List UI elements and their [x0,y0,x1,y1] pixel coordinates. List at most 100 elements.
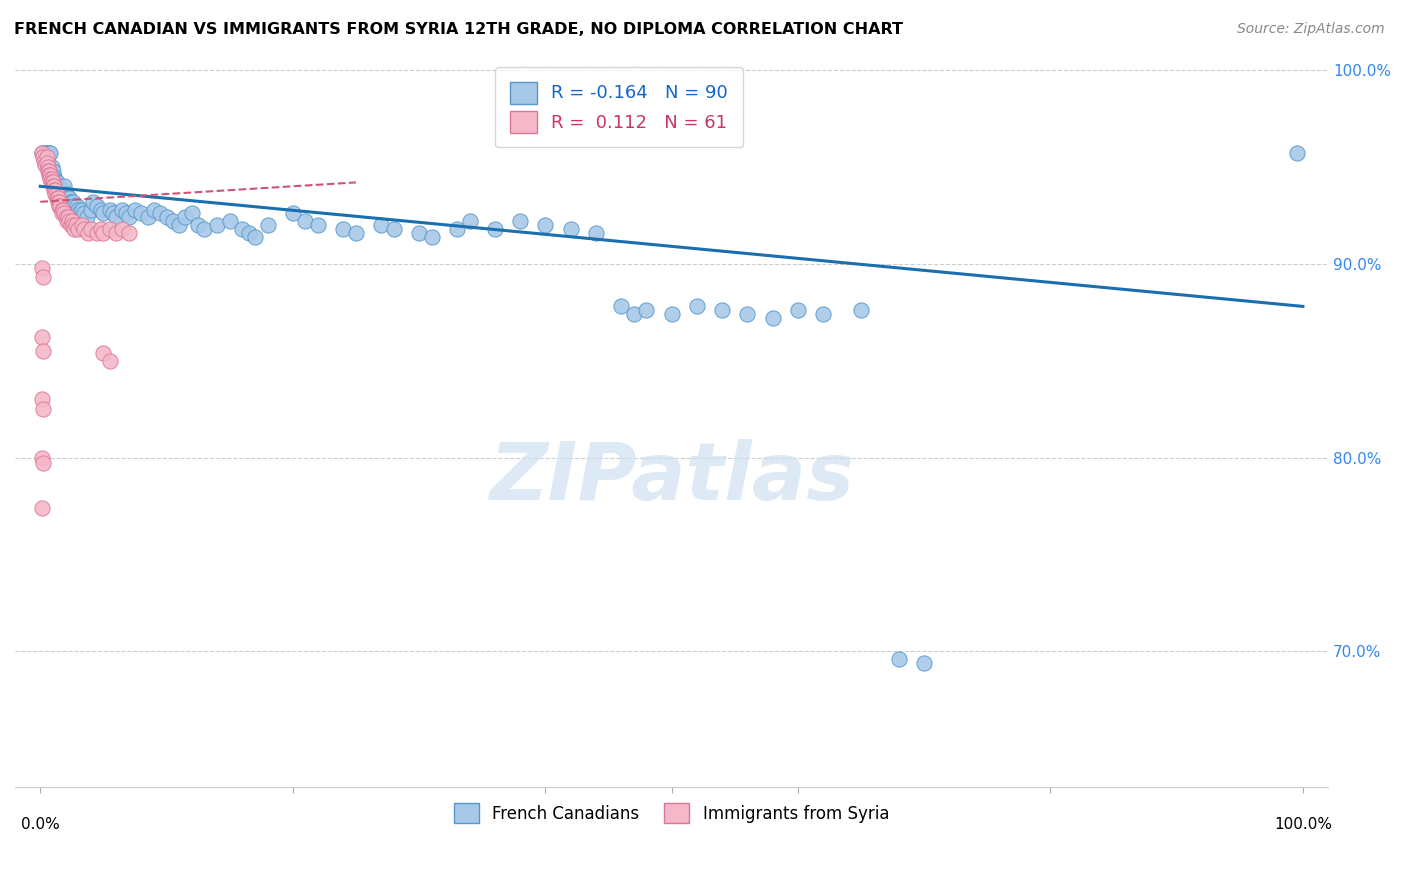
Point [60,199,83,213]
Point [238,226,260,240]
Point [65,218,87,232]
Point [661,307,683,321]
Point [90,222,112,236]
Point [52,183,75,197]
Point [382,222,405,236]
Point [59,194,82,209]
Point [55,187,77,202]
Point [281,206,304,220]
Point [31,343,53,358]
Point [32,154,55,169]
Text: ZIPatlas: ZIPatlas [489,439,853,516]
Point [59,218,82,232]
Point [786,303,808,318]
Point [49,199,72,213]
Point [117,226,139,240]
Point [332,222,354,236]
Point [256,218,278,232]
Point [93,226,115,240]
Point [44,173,66,187]
Point [111,202,134,217]
Point [167,218,190,232]
Point [187,218,209,232]
Point [58,191,80,205]
Point [35,150,58,164]
Legend: French Canadians, Immigrants from Syria: French Canadians, Immigrants from Syria [447,797,896,830]
Text: 100.0%: 100.0% [1274,817,1331,832]
Point [55,191,77,205]
Text: 0.0%: 0.0% [21,817,59,832]
Point [560,222,582,236]
Point [344,226,367,240]
Text: Source: ZipAtlas.com: Source: ZipAtlas.com [1237,22,1385,37]
Point [1285,146,1308,161]
Point [44,179,66,194]
Point [38,163,60,178]
Point [46,194,69,209]
Point [35,156,58,170]
Point [849,303,872,318]
Point [174,211,197,225]
Point [80,222,103,236]
Point [623,307,645,321]
Point [73,206,96,220]
Point [63,199,86,213]
Point [31,456,53,470]
Point [307,218,329,232]
Point [193,222,215,236]
Point [55,214,77,228]
Point [31,260,53,275]
Point [53,179,76,194]
Point [142,202,165,217]
Point [32,146,55,161]
Point [218,214,240,228]
Point [31,392,53,407]
Point [44,183,66,197]
Point [31,402,53,417]
Point [31,450,53,465]
Point [205,218,228,232]
Point [90,202,112,217]
Point [231,222,253,236]
Point [38,168,60,182]
Point [117,211,139,225]
Point [408,226,430,240]
Point [105,226,128,240]
Point [55,211,77,225]
Point [31,270,53,285]
Point [41,171,63,186]
Point [46,179,69,194]
Point [42,176,65,190]
Point [129,206,152,220]
Point [761,311,783,326]
Point [45,191,67,205]
Point [53,206,76,220]
Point [77,226,100,240]
Point [62,218,84,232]
Point [98,353,121,368]
Point [737,307,759,321]
Point [31,330,53,344]
Point [42,179,65,194]
Point [686,299,709,313]
Point [37,146,59,161]
Point [39,168,62,182]
Point [610,299,633,313]
Point [105,211,128,225]
Point [82,194,104,209]
Point [66,199,89,213]
Point [62,194,84,209]
Point [44,183,66,197]
Point [45,187,67,202]
Point [39,146,62,161]
Point [31,150,53,164]
Point [136,211,159,225]
Point [56,211,79,225]
Point [124,202,146,217]
Point [67,206,90,220]
Point [98,202,121,217]
Point [44,187,66,202]
Point [35,146,58,161]
Point [912,656,935,670]
Point [48,194,70,209]
